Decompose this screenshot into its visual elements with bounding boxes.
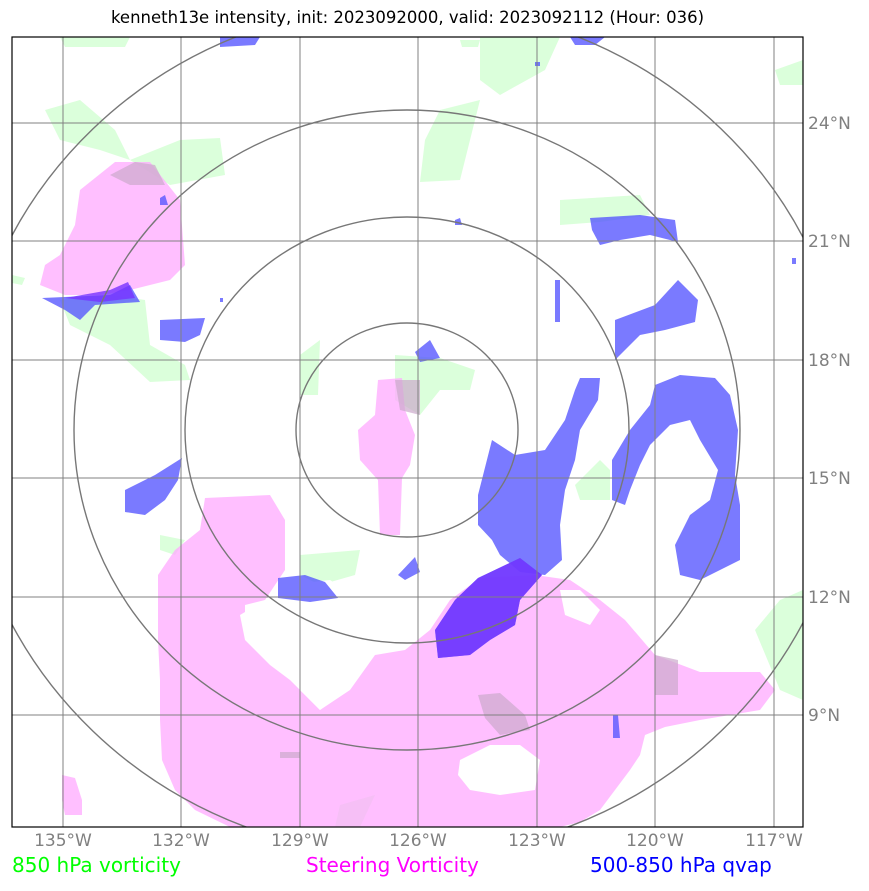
y-axis-labels: 24°N 21°N 18°N 15°N 12°N 9°N	[808, 114, 851, 726]
x-axis-labels: 135°W 132°W 129°W 126°W 123°W 120°W 117°…	[34, 831, 803, 851]
y-tick-label: 15°N	[808, 469, 851, 489]
x-tick-label: 132°W	[152, 831, 210, 851]
y-tick-label: 12°N	[808, 588, 851, 608]
x-tick-label: 126°W	[389, 831, 447, 851]
y-tick-label: 18°N	[808, 351, 851, 371]
x-tick-label: 135°W	[34, 831, 92, 851]
y-tick-label: 24°N	[808, 114, 851, 134]
steering-holes	[245, 580, 600, 795]
range-ring-3	[73, 109, 741, 751]
plot-frame	[11, 36, 804, 828]
mixed-overlap-layer	[110, 162, 678, 758]
range-ring-2	[184, 216, 630, 644]
x-tick-label: 123°W	[508, 831, 566, 851]
overlap-layer	[65, 282, 542, 658]
x-tick-label: 117°W	[745, 831, 803, 851]
y-tick-label: 21°N	[808, 232, 851, 252]
y-tick-label: 9°N	[808, 706, 840, 726]
range-rings	[12, 37, 803, 827]
steering-vorticity-layer	[40, 162, 775, 827]
legend-850-vorticity: 850 hPa vorticity	[12, 853, 181, 877]
x-tick-label: 129°W	[271, 831, 329, 851]
x-tick-label: 120°W	[626, 831, 684, 851]
legend-qvap: 500-850 hPa qvap	[590, 853, 772, 877]
legend-steering-vorticity: Steering Vorticity	[306, 853, 479, 877]
gridlines	[12, 37, 803, 827]
map-title: kenneth13e intensity, init: 2023092000, …	[110, 8, 705, 27]
range-ring-1	[295, 322, 519, 538]
